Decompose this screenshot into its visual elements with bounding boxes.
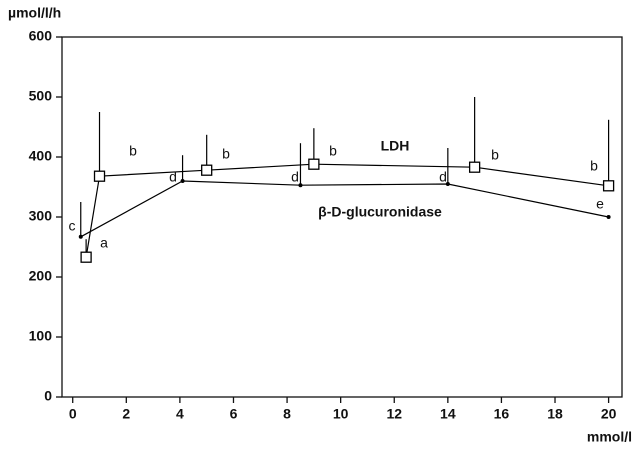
x-tick-label: 20 xyxy=(601,406,617,422)
annotation: b xyxy=(222,146,230,162)
x-tick-label: 12 xyxy=(386,406,402,422)
marker xyxy=(93,170,106,182)
annotation: b xyxy=(129,143,137,159)
annotation: d xyxy=(439,169,447,185)
x-tick-label: 2 xyxy=(122,406,130,422)
annotation: e xyxy=(596,196,604,212)
y-tick-label: 300 xyxy=(29,208,53,224)
y-tick-label: 600 xyxy=(29,28,53,44)
annotation: b xyxy=(329,143,337,159)
annotation: a xyxy=(100,235,108,251)
series-label: LDH xyxy=(381,138,410,154)
annotation: b xyxy=(491,147,499,163)
x-tick-label: 0 xyxy=(69,406,77,422)
y-tick-label: 0 xyxy=(44,388,52,404)
marker xyxy=(606,215,611,219)
x-tick-label: 4 xyxy=(176,406,184,422)
marker xyxy=(180,179,185,183)
annotation: d xyxy=(169,169,177,185)
x-axis-label: mmol/l xyxy=(587,429,632,445)
x-tick-label: 8 xyxy=(283,406,291,422)
marker xyxy=(308,158,320,170)
x-tick-label: 14 xyxy=(440,406,456,422)
x-tick-label: 16 xyxy=(494,406,510,422)
marker xyxy=(78,234,83,239)
annotation: c xyxy=(69,218,76,234)
marker xyxy=(468,161,481,173)
marker xyxy=(201,164,213,176)
marker xyxy=(298,183,303,188)
y-tick-label: 100 xyxy=(29,328,53,344)
marker xyxy=(445,182,450,186)
marker xyxy=(602,180,615,192)
y-axis-label: µmol/l/h xyxy=(8,5,61,21)
y-tick-label: 400 xyxy=(29,148,53,164)
x-tick-label: 6 xyxy=(230,406,238,422)
annotation: b xyxy=(590,158,598,174)
annotation: d xyxy=(291,169,299,185)
series-line xyxy=(85,163,609,258)
y-tick-label: 500 xyxy=(29,88,53,104)
y-tick-label: 200 xyxy=(29,268,53,284)
series-label: β-D-glucuronidase xyxy=(318,204,442,220)
x-tick-label: 18 xyxy=(547,406,563,422)
marker xyxy=(80,251,92,263)
x-tick-label: 10 xyxy=(333,406,349,422)
